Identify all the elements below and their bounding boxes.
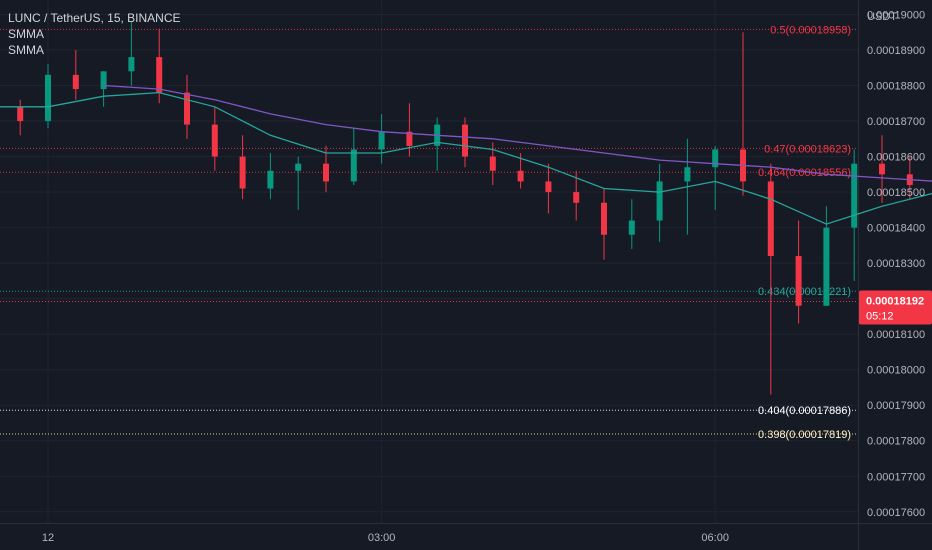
fib-level-label: 0.5(0.00018958) [770, 24, 851, 36]
candle-body[interactable] [462, 124, 468, 157]
candle-body[interactable] [17, 106, 24, 122]
price-tick-label: 0.00018900 [867, 45, 925, 57]
candle-body[interactable] [712, 149, 719, 168]
price-tick-label: 0.00018600 [867, 152, 925, 164]
time-tick-label: 12 [42, 532, 54, 544]
candle-body[interactable] [573, 192, 580, 203]
candle-body[interactable] [184, 92, 190, 125]
candle-body[interactable] [378, 131, 385, 150]
fib-level-label: 0.464(0.00018556) [758, 167, 851, 179]
price-tick-label: 0.00018000 [867, 365, 925, 377]
candle-body[interactable] [767, 181, 774, 257]
price-tick-label: 0.00018800 [867, 81, 925, 93]
price-tick-label: 0.00018700 [867, 116, 925, 128]
candle-body[interactable] [406, 131, 413, 146]
candle-body[interactable] [601, 202, 607, 235]
candle-body[interactable] [545, 181, 552, 193]
candle-body[interactable] [879, 163, 885, 175]
candle-body[interactable] [156, 57, 163, 93]
smma-fast-line[interactable] [0, 91, 932, 296]
chart-legend: LUNC / TetherUS, 15, BINANCE SMMA SMMA [8, 10, 181, 58]
candle-body[interactable] [267, 170, 274, 189]
candle-body[interactable] [128, 57, 135, 72]
smma-slow-line[interactable] [103, 84, 932, 257]
time-tick-label: 06:00 [701, 532, 729, 544]
price-tick-label: 0.00017700 [867, 471, 925, 483]
candle-body[interactable] [239, 156, 246, 189]
candle-body[interactable] [851, 163, 858, 228]
indicator-label-smma-2[interactable]: SMMA [8, 43, 44, 57]
symbol-title[interactable]: LUNC / TetherUS, 15, BINANCE [8, 11, 181, 25]
candle-body[interactable] [211, 124, 218, 157]
candle-body[interactable] [350, 149, 357, 182]
candle-body[interactable] [100, 71, 107, 90]
indicator-label-smma-1[interactable]: SMMA [8, 27, 44, 41]
price-tick-label: 0.00017900 [867, 400, 925, 412]
candle-body[interactable] [72, 74, 79, 90]
candle-body[interactable] [656, 181, 663, 221]
candle-body[interactable] [795, 256, 802, 306]
fib-level-label: 0.404(0.00017886) [758, 405, 851, 417]
price-tick-label: 0.00019000 [867, 9, 925, 21]
candle-body[interactable] [684, 167, 691, 182]
fib-level-label: 0.47(0.00018623) [764, 143, 851, 155]
candle-body[interactable] [295, 163, 302, 171]
candle-body[interactable] [45, 74, 51, 122]
fib-level-label: 0.398(0.00017819) [758, 429, 851, 441]
candle-body[interactable] [628, 220, 635, 235]
price-tick-label: 0.00018400 [867, 223, 925, 235]
price-tick-label: 0.00018100 [867, 329, 925, 341]
current-price-text: 0.00018192 [866, 295, 924, 307]
currency-label: USDT [867, 11, 897, 23]
bar-countdown-text: 05:12 [866, 310, 894, 322]
time-tick-label: 03:00 [368, 532, 396, 544]
price-tick-label: 0.00017800 [867, 436, 925, 448]
price-tick-label: 0.00017600 [867, 507, 925, 519]
candle-body[interactable] [823, 227, 830, 306]
price-tick-label: 0.00018300 [867, 258, 925, 270]
price-tick-label: 0.00018500 [867, 187, 925, 199]
candle-body[interactable] [323, 163, 329, 182]
current-price-badge[interactable] [859, 290, 932, 325]
fib-level-label: 0.434(0.00018221) [758, 286, 851, 298]
candle-body[interactable] [489, 156, 496, 171]
candle-body[interactable] [517, 170, 524, 182]
